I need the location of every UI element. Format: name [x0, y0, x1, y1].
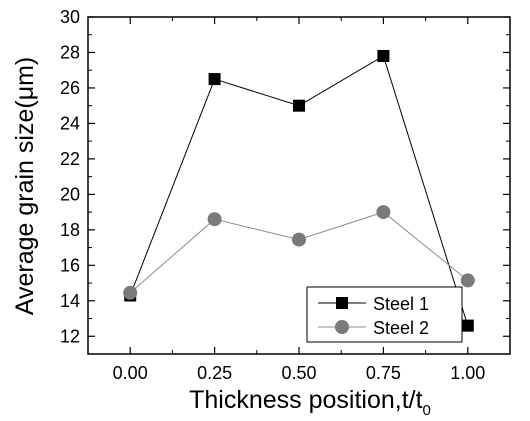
y-tick-label: 30: [60, 7, 80, 27]
series-markers: [123, 50, 475, 332]
y-tick-label: 18: [60, 220, 80, 240]
data-point-steel-1: [293, 99, 305, 112]
y-axis-title: Average grain size(μm): [11, 57, 39, 315]
x-axis-title-subscript: 0: [423, 402, 431, 419]
y-tick-label: 16: [60, 255, 80, 275]
legend-marker-steel-1: [336, 297, 348, 309]
series-line-1: [129, 55, 469, 326]
legend-label-steel-1: Steel 1: [373, 294, 429, 314]
data-point-steel-1: [377, 50, 390, 63]
axis-ticks: [87, 16, 511, 355]
legend: Steel 1 Steel 2: [306, 286, 463, 343]
y-tick-labels: 12 14 16 18 20 22 24 26 28 30: [60, 7, 80, 346]
legend-box: [306, 286, 463, 343]
y-tick-label: 12: [60, 326, 80, 346]
x-tick-labels: 0.00 0.25 0.50 0.75 1.00: [113, 363, 486, 383]
x-tick-label: 0.25: [197, 363, 232, 383]
x-axis-title: Thickness position,t/t0: [189, 386, 431, 419]
x-tick-label: 0.75: [366, 363, 401, 383]
data-point-steel-2: [207, 212, 222, 227]
y-tick-label: 26: [60, 78, 80, 98]
x-axis-title-main: Thickness position,t/t: [189, 386, 422, 414]
data-point-steel-2: [460, 273, 475, 288]
y-tick-label: 28: [60, 42, 80, 62]
legend-label-steel-2: Steel 2: [373, 318, 429, 338]
series-lines: [129, 55, 469, 326]
x-tick-label: 0.00: [113, 363, 148, 383]
y-tick-label: 22: [60, 149, 80, 169]
data-point-steel-2: [376, 205, 391, 220]
data-point-steel-2: [123, 285, 138, 300]
x-tick-label: 1.00: [450, 363, 485, 383]
x-tick-label: 0.50: [281, 363, 316, 383]
y-tick-label: 14: [60, 291, 80, 311]
data-point-steel-2: [292, 232, 306, 247]
data-point-steel-1: [461, 319, 474, 332]
series-line-2: [129, 211, 469, 294]
y-tick-label: 24: [60, 113, 80, 133]
legend-marker-steel-2: [335, 320, 349, 334]
y-tick-label: 20: [60, 184, 80, 204]
data-point-steel-1: [208, 73, 221, 86]
